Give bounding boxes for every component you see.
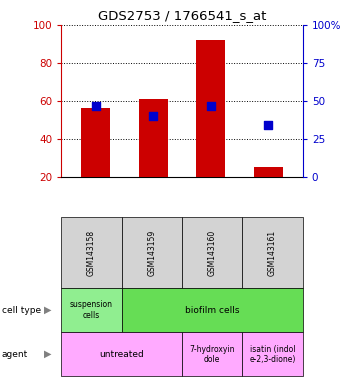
Text: GSM143159: GSM143159 <box>147 229 156 276</box>
Text: suspension
cells: suspension cells <box>70 300 113 320</box>
Bar <box>139 99 168 177</box>
Bar <box>81 108 110 177</box>
Bar <box>254 167 283 177</box>
Title: GDS2753 / 1766541_s_at: GDS2753 / 1766541_s_at <box>98 9 266 22</box>
Point <box>93 103 99 109</box>
Point <box>208 103 213 109</box>
Text: GSM143161: GSM143161 <box>268 229 277 276</box>
Text: ▶: ▶ <box>43 305 51 315</box>
Text: untreated: untreated <box>99 350 144 359</box>
Point <box>150 113 156 119</box>
Text: ▶: ▶ <box>43 349 51 359</box>
Text: agent: agent <box>2 350 28 359</box>
Text: isatin (indol
e-2,3-dione): isatin (indol e-2,3-dione) <box>249 344 296 364</box>
Point <box>265 122 271 129</box>
Text: GSM143158: GSM143158 <box>87 229 96 276</box>
Bar <box>196 40 225 177</box>
Text: GSM143160: GSM143160 <box>208 229 217 276</box>
Text: cell type: cell type <box>2 306 41 314</box>
Text: 7-hydroxyin
dole: 7-hydroxyin dole <box>189 344 235 364</box>
Text: biofilm cells: biofilm cells <box>185 306 239 314</box>
